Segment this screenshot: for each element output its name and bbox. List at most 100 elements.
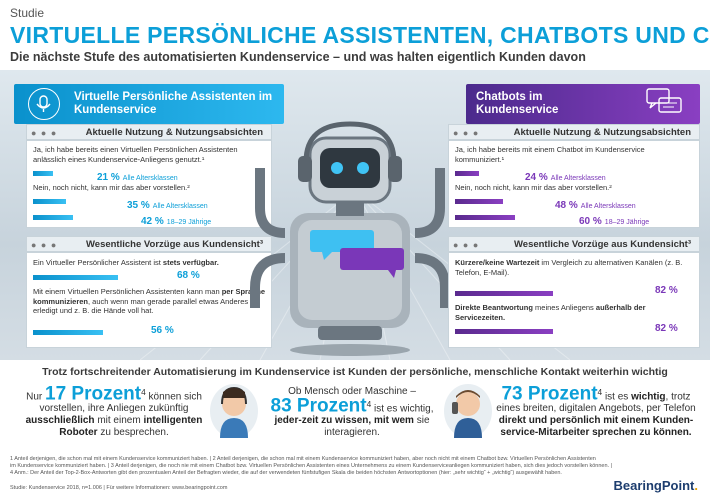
chatbot-q1-bar	[455, 171, 479, 176]
chatbot-q2b-row: 60 % 18–29 Jährige	[455, 211, 695, 227]
chatbot-q1-label: 24 % Alle Altersklassen	[525, 167, 606, 185]
logo-text: BearingPoint	[613, 478, 695, 493]
vpa-q2b-pct: 42 %	[141, 216, 164, 227]
chatbot-q2b-note: 18–29 Jährige	[604, 219, 650, 226]
fact-17-percent: Nur 17 Prozent4 können sich vorstellen, …	[24, 383, 204, 439]
vpa-q1-note: Alle Altersklassen	[122, 175, 178, 182]
chatbot-benefit-label: Wesentliche Vorzüge aus Kundensicht³	[513, 239, 691, 250]
vpa-b1-pct: 68 %	[177, 270, 200, 281]
logo-dot: .	[694, 478, 698, 493]
fact3-post2: , trotz eines breiten, digitalen Angebot…	[496, 391, 696, 415]
vpa-b2-post: , auch wenn man gerade parallel etwas An…	[33, 296, 249, 316]
study-kicker: Studie	[10, 6, 45, 20]
chat-bubbles-icon	[646, 88, 682, 116]
chatbot-q1-note: Alle Altersklassen	[550, 175, 606, 182]
dots-icon: ● ● ●	[31, 128, 58, 138]
vpa-b2-pre: Mit einem Virtuellen Persönlichen Assist…	[33, 287, 222, 296]
fact1-bold: ausschließlich	[25, 415, 95, 427]
chatbot-q2a-pct: 48 %	[555, 200, 578, 211]
chatbot-b2-bold: Direkte Beantwortung	[455, 303, 533, 312]
dots-icon: ● ● ●	[453, 240, 480, 250]
vpa-q2a-bar	[33, 199, 67, 204]
vpa-b1-text: Ein Virtueller Persönlicher Assistent is…	[33, 258, 267, 268]
fact2-post2: sie interagieren.	[324, 415, 430, 439]
fact2-post: ist es wichtig,	[371, 403, 434, 415]
page-title: VIRTUELLE PERSÖNLICHE ASSISTENTEN, CHATB…	[10, 22, 710, 48]
vpa-banner-title: Virtuelle Persönliche Assistenten im Kun…	[74, 91, 273, 116]
chatbot-q2a-note: Alle Altersklassen	[580, 203, 636, 210]
chatbot-banner-title: Chatbots im Kundenservice	[476, 91, 559, 116]
chatbot-q2b-label: 60 % 18–29 Jährige	[579, 211, 649, 229]
vpa-q2a-row: 35 % Alle Altersklassen	[33, 195, 263, 211]
fact1-bold2: intelligenten Roboter	[59, 415, 203, 439]
vpa-q2b-label: 42 % 18–29 Jährige	[141, 211, 211, 229]
fact1-post: können sich vorstellen, ihre Anliegen zu…	[39, 391, 202, 415]
vpa-b2-bar	[33, 330, 103, 335]
fact-83-percent: Ob Mensch oder Maschine –83 Prozent4 ist…	[262, 386, 442, 439]
chatbot-usage-panel: Ja, ich habe bereits mit einem Chatbot i…	[448, 140, 700, 228]
chatbot-q2b-bar	[455, 215, 515, 220]
chatbot-b1-bold: Kürzere/keine Wartezeit	[455, 258, 540, 267]
vpa-usage-panel: Ja, ich habe bereits einen Virtuellen Pe…	[26, 140, 272, 228]
chatbot-b1-text: Kürzere/keine Wartezeit im Vergleich zu …	[455, 258, 695, 277]
vpa-b2-bold: per Sprache kommunizieren	[33, 287, 266, 306]
vpa-q1-row: 21 % Alle Altersklassen	[33, 167, 263, 183]
fact1-big: 17 Prozent	[45, 383, 142, 405]
fact1-post2: mit einem	[94, 415, 144, 427]
robot-illustration	[250, 121, 450, 356]
chatbot-usage-header: ● ● ● Aktuelle Nutzung & Nutzungsabsicht…	[448, 124, 700, 140]
vpa-benefit-header: ● ● ● Wesentliche Vorzüge aus Kundensich…	[26, 236, 272, 252]
bearingpoint-logo[interactable]: BearingPoint.	[613, 478, 698, 493]
page-subtitle: Die nächste Stufe des automatisierten Ku…	[10, 50, 586, 64]
vpa-q1-pct: 21 %	[97, 172, 120, 183]
fact1-post3: zu besprechen.	[97, 427, 169, 439]
chatbot-q2a-bar	[455, 199, 503, 204]
chatbot-benefit-panel: Kürzere/keine Wartezeit im Vergleich zu …	[448, 252, 700, 348]
footnotes: 1 Anteil derjenigen, die schon mal mit e…	[10, 456, 700, 477]
fact1-sup: 4	[141, 387, 146, 397]
chatbot-b1-bar	[455, 291, 554, 296]
chatbot-q2-text: Nein, noch nicht, kann mir das aber vors…	[455, 183, 612, 192]
vpa-benefit-panel: Ein Virtueller Persönlicher Assistent is…	[26, 252, 272, 348]
vpa-q1-text: Ja, ich habe bereits einen Virtuellen Pe…	[33, 145, 238, 164]
vpa-usage-label: Aktuelle Nutzung & Nutzungsabsichten	[85, 127, 263, 138]
vpa-q1-label: 21 % Alle Altersklassen	[97, 167, 178, 185]
chatbot-b2-text: Direkte Beantwortung meines Anliegens au…	[455, 303, 695, 322]
vpa-b1-bold: stets verfügbar.	[162, 258, 219, 267]
vpa-b1-bar	[33, 275, 118, 280]
bottom-section	[0, 362, 710, 502]
chatbot-banner	[466, 84, 700, 124]
chatbot-q1-row: 24 % Alle Altersklassen	[455, 167, 695, 183]
dots-icon: ● ● ●	[31, 240, 58, 250]
source-line: Studie: Kundenservice 2018, n=1.006 | Fü…	[10, 485, 228, 491]
fact2-big: 83 Prozent	[270, 395, 367, 417]
footnote-line: 1 Anteil derjenigen, die schon mal mit e…	[10, 456, 596, 462]
chatbot-b1-pct: 82 %	[655, 285, 678, 296]
chatbot-benefit-header: ● ● ● Wesentliche Vorzüge aus Kundensich…	[448, 236, 700, 252]
phone-customer-avatar	[444, 384, 492, 438]
chatbot-b2-pct: 82 %	[655, 323, 678, 334]
headset-agent-avatar	[210, 384, 258, 438]
voice-assistant-icon	[28, 88, 60, 120]
vpa-b1-pre: Ein Virtueller Persönlicher Assistent is…	[33, 258, 163, 267]
bottom-headline: Trotz fortschreitender Automatisierung i…	[42, 366, 668, 378]
fact3-bold: wichtig	[631, 391, 666, 403]
chatbot-q2a-row: 48 % Alle Altersklassen	[455, 195, 695, 211]
vpa-q2b-row: 42 % 18–29 Jährige	[33, 211, 263, 227]
chatbot-b2-post: meines Anliegens	[532, 303, 596, 312]
vpa-q2b-note: 18–29 Jährige	[166, 219, 212, 226]
vpa-q2a-label: 35 % Alle Altersklassen	[127, 195, 208, 213]
fact3-post: ist es	[602, 391, 632, 403]
footnote-line: im Kundenservice kommuniziert haben. | 3…	[10, 463, 612, 469]
vpa-b2-text: Mit einem Virtuellen Persönlichen Assist…	[33, 287, 267, 316]
vpa-q2a-pct: 35 %	[127, 200, 150, 211]
vpa-q2b-bar	[33, 215, 73, 220]
chatbot-q2a-label: 48 % Alle Altersklassen	[555, 195, 636, 213]
chatbot-q2b-pct: 60 %	[579, 216, 602, 227]
fact-73-percent: 73 Prozent4 ist es wichtig, trotz eines …	[496, 383, 696, 439]
chatbot-b1-post: im Vergleich zu alternativen Kanälen (z.…	[455, 258, 683, 277]
dots-icon: ● ● ●	[453, 128, 480, 138]
vpa-b2-pct: 56 %	[151, 325, 174, 336]
fact3-sup: 4	[597, 387, 603, 397]
fact3-big: 73 Prozent	[501, 383, 598, 405]
